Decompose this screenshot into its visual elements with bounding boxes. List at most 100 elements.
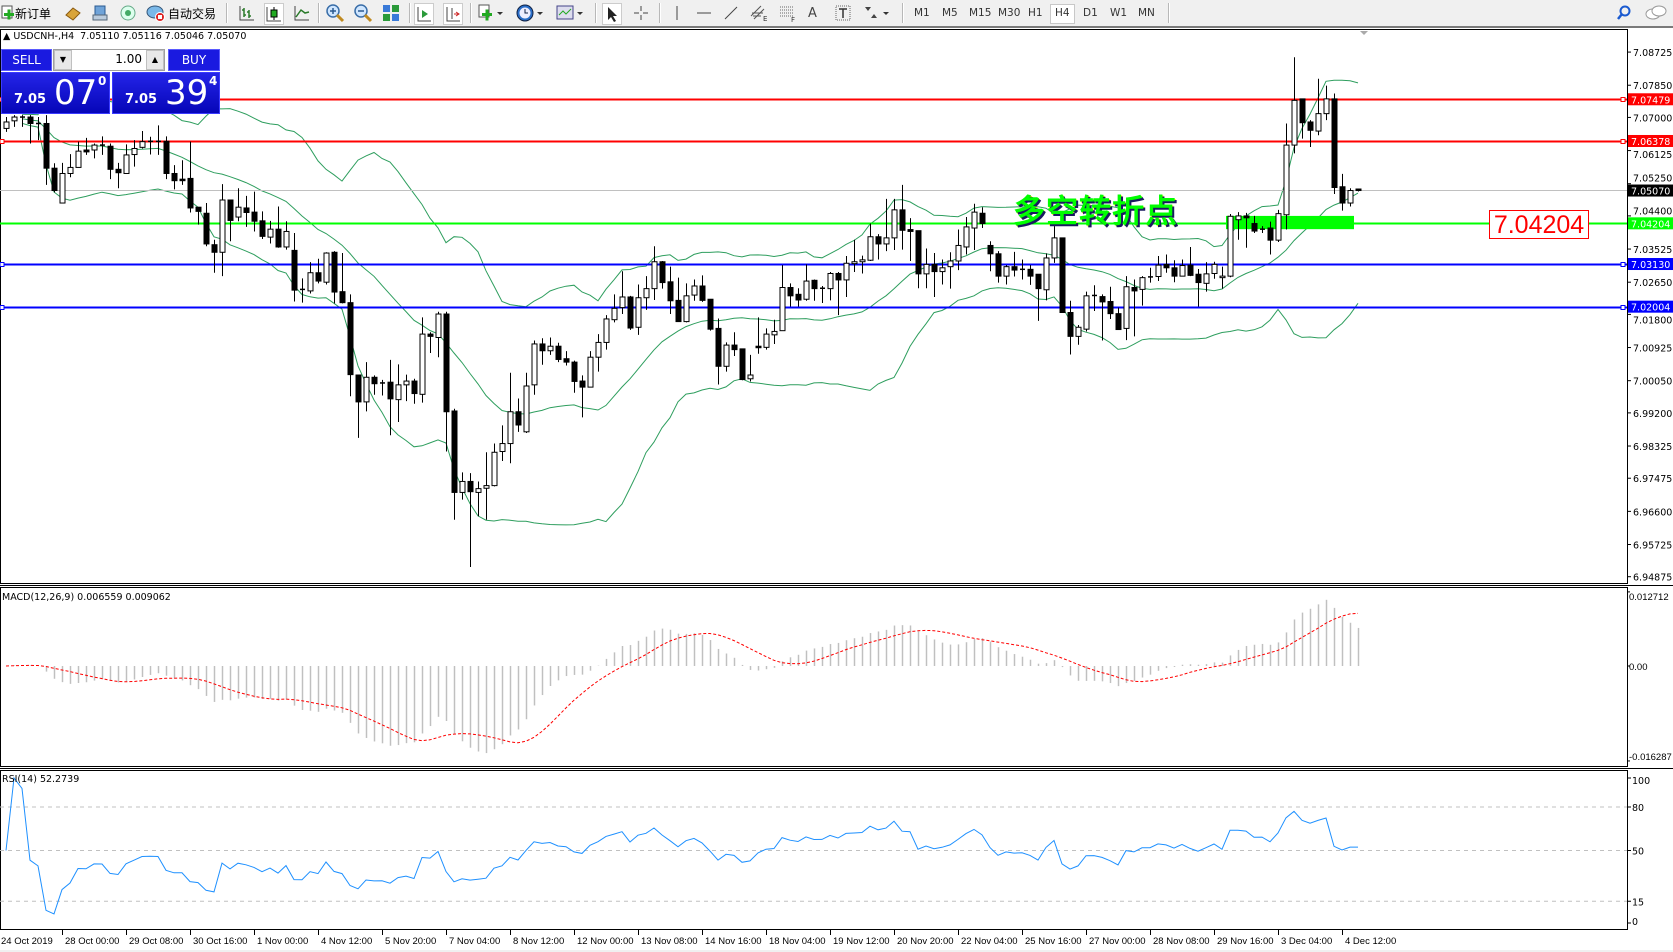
navigator-button[interactable] xyxy=(91,3,109,23)
candle-body-bear xyxy=(195,206,202,212)
candle xyxy=(371,375,378,395)
chart-shift-button[interactable] xyxy=(443,3,463,25)
candle-body-bear xyxy=(1067,312,1074,337)
sell-price[interactable]: 7.05 07 0 xyxy=(1,72,110,114)
candle xyxy=(139,131,146,149)
candle-body-bull xyxy=(1075,326,1082,337)
search-button[interactable] xyxy=(1616,3,1632,23)
arrows-button[interactable] xyxy=(862,3,890,23)
crosshair-button[interactable] xyxy=(632,3,650,23)
level-handle xyxy=(1620,305,1626,310)
candle-body-bear xyxy=(555,345,562,360)
zoom-out-button[interactable] xyxy=(353,3,373,23)
candle-body-bull xyxy=(611,307,618,321)
candle-body-bear xyxy=(787,287,794,297)
candle xyxy=(747,354,754,382)
bollinger-middle-band xyxy=(21,118,1359,415)
candle-body-bear xyxy=(51,167,58,192)
timeframe-m15[interactable]: M15 xyxy=(969,7,992,19)
candle xyxy=(651,246,658,300)
timeframe-w1[interactable]: W1 xyxy=(1110,7,1128,19)
equidistant-channel-button[interactable]: E xyxy=(749,3,769,23)
candle-body-bull xyxy=(619,296,626,309)
periods-button[interactable] xyxy=(516,3,544,23)
timeframe-m5[interactable]: M5 xyxy=(942,7,958,19)
candle xyxy=(100,136,105,155)
lot-size-input[interactable]: ▼ 1.00 ▲ xyxy=(53,49,165,71)
candle xyxy=(1307,120,1314,147)
candlestick-button[interactable] xyxy=(264,3,284,25)
buy-price[interactable]: 7.05 39 4 xyxy=(112,72,220,114)
svg-text:F: F xyxy=(791,16,795,22)
cursor-button[interactable] xyxy=(602,3,622,25)
timeframe-m30[interactable]: M30 xyxy=(998,7,1021,19)
indicators-button[interactable] xyxy=(478,3,504,23)
timeframe-h4[interactable]: H4 xyxy=(1050,4,1075,24)
buy-price-prefix: 7.05 xyxy=(125,92,158,107)
horizontal-line-button[interactable] xyxy=(695,3,713,23)
fibonacci-button[interactable]: F xyxy=(778,3,798,23)
line-chart-button[interactable] xyxy=(293,3,311,23)
candle-body-bear xyxy=(427,333,434,337)
rsi-axis-label: 80 xyxy=(1632,803,1644,814)
market-watch-button[interactable] xyxy=(64,3,82,23)
auto-trading-button[interactable]: 自动交易 xyxy=(146,3,216,23)
candle xyxy=(1131,279,1138,337)
line-chart-icon xyxy=(294,6,310,21)
tile-windows-button[interactable] xyxy=(382,3,400,23)
zoom-in-button[interactable] xyxy=(325,3,345,23)
candle-body-bear xyxy=(667,281,674,302)
timeframe-h1[interactable]: H1 xyxy=(1028,7,1043,19)
candle-body-bull xyxy=(771,330,778,336)
auto-scroll-button[interactable] xyxy=(414,3,434,25)
chart-canvas[interactable]: 7.08725 7.07850 7.07000 7.06125 7.05250 7.044… xyxy=(0,28,1673,952)
candle xyxy=(820,285,825,304)
candle-body-bull xyxy=(403,380,410,386)
terminal-button[interactable] xyxy=(119,3,137,23)
text-button[interactable]: A xyxy=(808,3,817,23)
sell-price-prefix: 7.05 xyxy=(14,92,47,107)
macd-signal-line xyxy=(5,612,1359,744)
candle xyxy=(611,294,618,323)
new-order-button[interactable]: 新订单 xyxy=(1,3,51,23)
toolbar-separator xyxy=(226,3,228,23)
candle-body-bear xyxy=(699,285,706,301)
candle-body-bear xyxy=(83,149,90,153)
candle-body-bull xyxy=(307,272,314,292)
candle xyxy=(283,221,290,250)
auto-trading-label: 自动交易 xyxy=(168,6,217,21)
text-label-button[interactable] xyxy=(834,3,852,23)
candle xyxy=(627,295,634,330)
toolbar-separator xyxy=(318,3,320,23)
timeframe-m1[interactable]: M1 xyxy=(914,7,930,19)
reversal-point-annotation[interactable]: 多空转折点 xyxy=(1013,192,1179,230)
buy-button[interactable]: BUY xyxy=(168,49,220,71)
lot-decrease-button[interactable]: ▼ xyxy=(54,50,72,70)
candle-body-bull xyxy=(59,172,66,204)
candle-body-bear xyxy=(755,345,762,349)
candle xyxy=(835,271,842,316)
bar-chart-button[interactable] xyxy=(238,3,256,23)
chat-button[interactable] xyxy=(1644,3,1668,23)
chart-shift-marker-icon xyxy=(1360,31,1368,35)
buy-price-pips: 39 xyxy=(165,73,209,113)
candle xyxy=(36,117,41,141)
price-box-annotation[interactable]: 7.04204 xyxy=(1489,210,1589,239)
candle-body-bear xyxy=(979,212,986,224)
vertical-line-button[interactable] xyxy=(668,3,686,23)
toolbar-separator xyxy=(1168,3,1170,23)
candle-body-bear xyxy=(227,199,234,221)
candle xyxy=(1099,294,1106,341)
templates-button[interactable] xyxy=(556,3,584,23)
trendline-button[interactable] xyxy=(722,3,740,23)
lot-increase-button[interactable]: ▲ xyxy=(146,50,164,70)
candle-body-bear xyxy=(1195,273,1202,284)
timeframe-d1[interactable]: D1 xyxy=(1083,7,1098,19)
time-axis-label: 7 Nov 04:00 xyxy=(449,936,500,947)
candle-body-bull xyxy=(1123,286,1130,329)
sell-button[interactable]: SELL xyxy=(1,49,52,71)
candle xyxy=(11,115,18,127)
candle-body-bull xyxy=(91,144,98,151)
candle xyxy=(851,239,858,272)
timeframe-mn[interactable]: MN xyxy=(1138,7,1155,19)
